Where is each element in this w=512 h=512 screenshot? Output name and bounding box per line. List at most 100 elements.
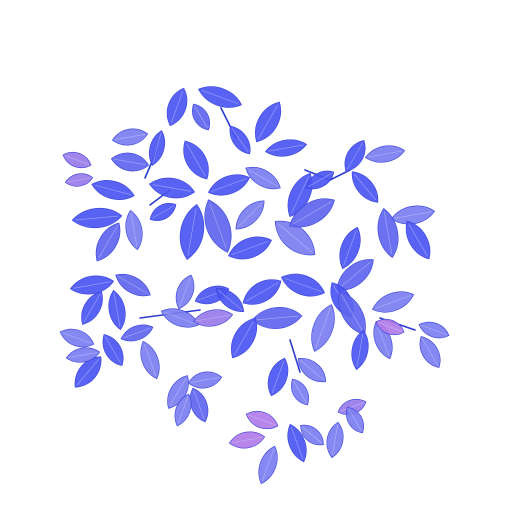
leaf-vein <box>293 380 307 404</box>
leaf-vein <box>277 223 313 253</box>
leaf <box>280 273 326 297</box>
leaf-vein <box>292 201 332 225</box>
leaf-vein <box>302 426 322 444</box>
leaf <box>74 356 102 388</box>
leaf-vein <box>308 172 332 188</box>
leaf-vein <box>268 144 304 152</box>
leaf <box>110 152 150 172</box>
leaf-vein <box>421 325 447 335</box>
leaf-vein <box>130 213 138 247</box>
leaf-vein <box>68 352 98 358</box>
leaf <box>179 204 205 260</box>
leaf-vein <box>341 294 363 332</box>
leaf <box>291 378 309 406</box>
leaf <box>115 273 151 297</box>
leaf <box>227 236 273 260</box>
leaf <box>125 209 143 251</box>
leaf <box>148 177 196 199</box>
leaf-vein <box>143 343 157 377</box>
leaf <box>337 399 367 416</box>
leaf-vein <box>376 323 390 357</box>
leaf <box>305 170 335 190</box>
leaf-vein <box>271 360 285 394</box>
leaf-vein <box>114 133 146 141</box>
leaf <box>245 166 281 190</box>
stem <box>289 339 301 373</box>
leaf-vein <box>261 448 275 482</box>
leaf <box>297 358 327 383</box>
leaf-vein <box>331 424 339 456</box>
leaf-vein <box>408 223 428 257</box>
leaf <box>81 291 103 325</box>
leaf <box>255 101 281 143</box>
leaf-vein <box>64 155 90 165</box>
leaf-vein <box>353 173 377 201</box>
leaf <box>287 423 307 463</box>
leaf <box>258 445 278 485</box>
leaf-vein <box>422 338 438 366</box>
leaf-vein <box>211 178 247 192</box>
leaf <box>311 304 335 352</box>
leaf <box>419 336 441 368</box>
leaf <box>390 205 436 225</box>
leaf <box>192 309 234 327</box>
leaf-vein <box>383 212 393 254</box>
leaf <box>174 393 192 427</box>
leaf <box>69 275 115 295</box>
leaf-vein <box>377 322 403 332</box>
leaf <box>351 171 379 203</box>
leaf <box>91 180 135 200</box>
leaf-vein <box>209 203 227 249</box>
leaf <box>326 421 344 459</box>
leaf <box>108 289 126 331</box>
leaf <box>149 203 177 221</box>
leaf-vein <box>62 332 92 344</box>
leaf-vein <box>196 314 230 322</box>
leaf <box>339 226 361 270</box>
leaf-vein <box>190 377 220 383</box>
leaf-vein <box>201 89 239 105</box>
leaf-vein <box>343 230 357 266</box>
leaf-vein <box>375 295 411 309</box>
leaf <box>65 347 101 363</box>
leaf-vein <box>339 402 365 412</box>
leaf-vein <box>284 277 322 293</box>
leaf <box>346 406 364 434</box>
leaf <box>235 200 265 230</box>
leaf-vein <box>98 225 118 259</box>
leaf-vein <box>218 289 242 311</box>
leaf-vein <box>179 277 191 307</box>
leaf-vein <box>193 390 205 420</box>
leaf-vein <box>76 358 100 386</box>
leaf-vein <box>123 327 151 339</box>
leaf-vein <box>194 105 208 129</box>
leaf-vein <box>151 205 175 219</box>
leaf-vein <box>187 208 197 256</box>
leaf <box>229 125 251 155</box>
leaf-vein <box>75 215 119 221</box>
leaf-vein <box>315 307 331 349</box>
leaf-vein <box>231 127 249 153</box>
leaf <box>187 371 223 389</box>
leaf-vein <box>233 320 255 356</box>
leaf <box>228 431 266 449</box>
leaf <box>418 321 450 339</box>
leaf <box>377 207 399 259</box>
leaf-vein <box>152 133 162 163</box>
leaf <box>204 199 232 253</box>
leaf-vein <box>348 408 362 432</box>
leaf <box>140 340 160 380</box>
leaf <box>111 128 149 146</box>
leaf <box>183 140 209 180</box>
leaf <box>192 103 210 131</box>
leaf-vein <box>290 426 304 460</box>
leaf-vein <box>177 396 189 424</box>
leaf-vein <box>83 293 101 323</box>
leaf-vein <box>94 184 132 196</box>
leaf <box>149 130 166 166</box>
leaf-vein <box>105 336 121 364</box>
leaf <box>102 334 124 366</box>
leaf <box>300 424 324 446</box>
